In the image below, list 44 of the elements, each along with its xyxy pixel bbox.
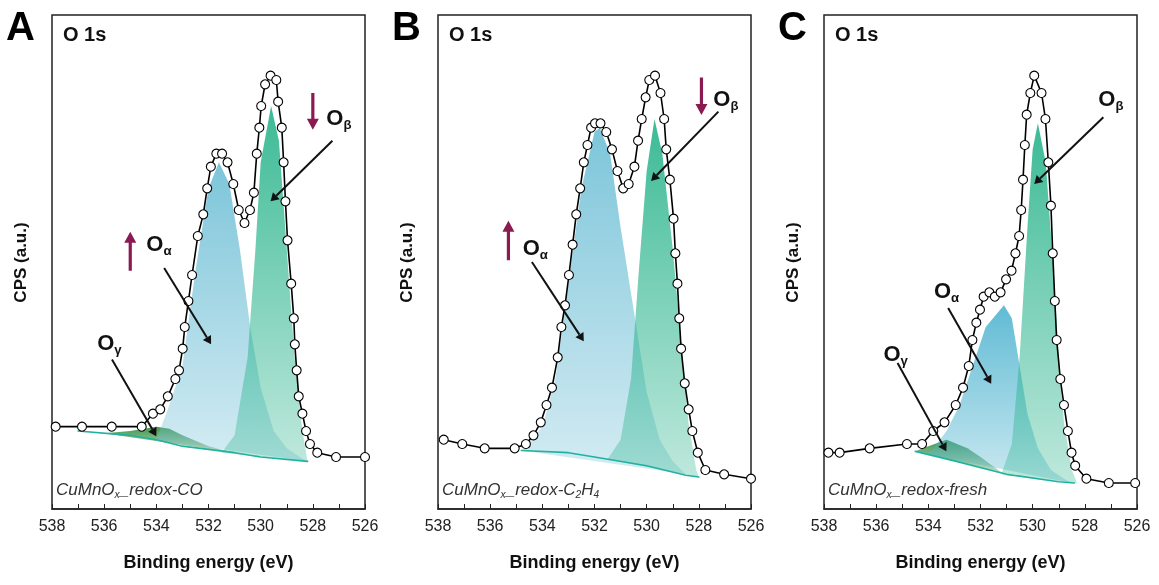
annotation: CuMnO$_{x}$_redox-C$_{2}$H$_{4}$	[442, 480, 600, 501]
y-axis-title: CPS (a.u.)	[10, 221, 30, 303]
x-tick-label: 526	[737, 516, 765, 534]
text: A	[6, 4, 35, 48]
chart-title: O 1s	[449, 23, 493, 45]
x-tick-label: 528	[1071, 516, 1099, 534]
x-tick-label: 526	[1123, 516, 1151, 534]
x-tick-label: 534	[528, 516, 556, 534]
text: C	[778, 4, 807, 48]
legend-label: O$_{α}$	[146, 230, 172, 258]
x-tick-label: 530	[247, 516, 275, 534]
x-tick-label: 532	[195, 516, 222, 534]
x-axis-title: Binding energy (eV)	[509, 552, 680, 572]
x-tick-label: 536	[862, 516, 890, 534]
chart-title: O 1s	[63, 23, 107, 45]
legend-label: O$_{β}$	[713, 86, 739, 114]
annotation: CuMnO$_{x}$_redox-CO	[56, 480, 203, 501]
text: B	[392, 4, 421, 48]
x-tick-label: 528	[685, 516, 713, 534]
legend-label: O$_{α}$	[522, 234, 548, 262]
x-tick-label: 538	[424, 516, 452, 534]
x-tick-label: 528	[299, 516, 327, 534]
x-axis-title: Binding energy (eV)	[895, 552, 1066, 572]
x-tick-label: 530	[633, 516, 661, 534]
annotation: CuMnO$_{x}$_redox-fresh	[828, 480, 988, 501]
x-tick-label: 532	[581, 516, 608, 534]
x-tick-label: 534	[914, 516, 942, 534]
text: O$_{γ}$	[883, 341, 908, 369]
chart-title: O 1s	[835, 23, 879, 45]
x-axis-title: Binding energy (eV)	[123, 552, 294, 572]
x-tick-label: 538	[38, 516, 66, 534]
x-tick-label: 536	[476, 516, 504, 534]
y-axis-title: CPS (a.u.)	[396, 221, 416, 303]
x-tick-label: 532	[967, 516, 994, 534]
x-tick-label: 530	[1019, 516, 1047, 534]
y-axis-title: CPS (a.u.)	[782, 221, 802, 303]
text: O$_{β}$	[1098, 86, 1124, 114]
x-tick-label: 538	[810, 516, 838, 534]
x-tick-label: 536	[90, 516, 118, 534]
x-tick-label: 526	[351, 516, 379, 534]
text: O$_{γ}$	[97, 330, 122, 358]
legend-label: O$_{β}$	[326, 104, 352, 132]
x-tick-label: 534	[142, 516, 170, 534]
series-label: O$_{α}$	[933, 278, 960, 306]
